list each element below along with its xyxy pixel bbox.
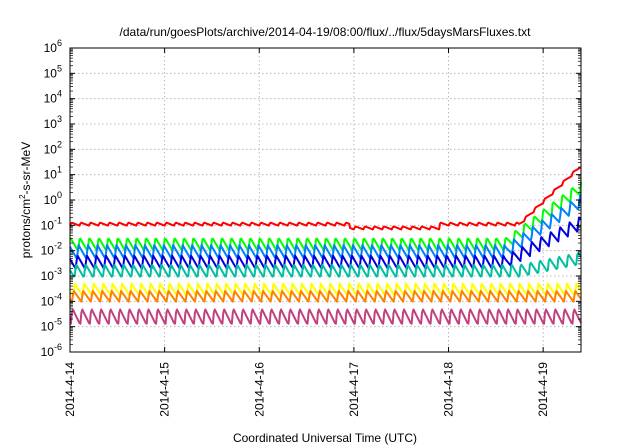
x-tick-label: 2014-4-17 xyxy=(347,362,361,417)
y-tick-label: 10-3 xyxy=(41,266,62,283)
x-tick-label: 2014-4-15 xyxy=(158,362,172,417)
y-axis-label: protons/cm2-s-sr-MeV xyxy=(18,142,33,258)
series-line-6 xyxy=(69,282,582,297)
y-tick-label: 10-2 xyxy=(41,241,62,258)
y-tick-label: 10-4 xyxy=(41,291,62,308)
x-tick-label: 2014-4-18 xyxy=(442,362,456,417)
y-tick-label: 101 xyxy=(44,165,62,182)
chart-title: /data/run/goesPlots/archive/2014-04-19/0… xyxy=(120,25,532,39)
y-tick-label: 104 xyxy=(44,89,62,106)
y-tick-label: 106 xyxy=(44,38,62,55)
x-axis-label: Coordinated Universal Time (UTC) xyxy=(233,431,417,445)
series-line-4 xyxy=(69,216,582,270)
series-layer xyxy=(69,166,582,325)
y-tick-label: 100 xyxy=(44,190,62,207)
x-tick-label: 2014-4-14 xyxy=(63,362,77,417)
series-line-1 xyxy=(69,166,582,231)
y-tick-label: 105 xyxy=(44,63,62,80)
x-tick-label: 2014-4-19 xyxy=(536,362,550,417)
y-tick-label: 10-6 xyxy=(41,342,62,359)
y-tick-label: 10-1 xyxy=(41,215,62,232)
y-tick-label: 103 xyxy=(44,114,62,131)
y-tick-label: 10-5 xyxy=(41,317,62,334)
series-line-7 xyxy=(69,290,582,303)
series-line-2 xyxy=(69,182,582,252)
ticks: 2014-4-14 2014-4-15 2014-4-16 2014-4-17 2014… xyxy=(41,38,581,417)
y-tick-label: 102 xyxy=(44,139,62,156)
x-tick-label: 2014-4-16 xyxy=(252,362,266,417)
series-line-5 xyxy=(69,252,582,278)
grid xyxy=(70,48,581,352)
series-line-3 xyxy=(69,194,582,260)
series-line-8 xyxy=(69,308,582,325)
